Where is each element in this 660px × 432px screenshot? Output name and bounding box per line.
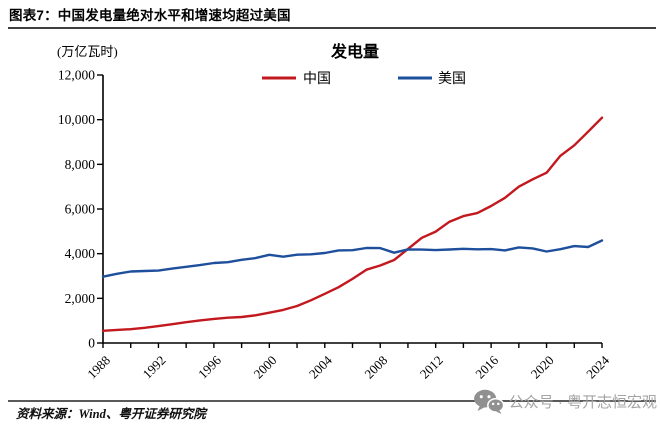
x-axis-tick-label: 1992 (140, 353, 169, 382)
legend-label: 美国 (438, 71, 466, 87)
watermark: 公众号 · 粤开志恒宏观 (473, 389, 657, 414)
x-axis-tick-label: 1996 (195, 352, 224, 381)
x-axis: 1988 1992 1996 2000 2004 2008 2012 2016 2020 2024 (84, 343, 612, 382)
wechat-icon (473, 389, 504, 414)
x-axis-tick-label: 2016 (472, 352, 501, 381)
x-axis-tick-label: 2020 (528, 353, 557, 382)
axes-spines (102, 75, 602, 344)
legend-label: 中国 (303, 71, 331, 87)
legend: 中国 美国 (262, 71, 466, 87)
legend-item-china: 中国 (262, 71, 331, 87)
x-axis-tick-label: 2012 (417, 353, 446, 382)
y-axis: 0 2,000 4,000 6,000 8,000 10,000 12,000 (58, 68, 103, 351)
y-axis-unit-label: (万亿瓦时) (57, 44, 118, 59)
x-axis-tick-label: 2004 (306, 352, 335, 381)
footer-divider (8, 400, 656, 402)
china-series-line (101, 116, 604, 332)
figure-title: 图表7：中国发电量绝对水平和增速均超过美国 (9, 8, 291, 23)
x-axis-tick-label: 1988 (84, 353, 113, 382)
x-axis-tick-label: 2000 (250, 353, 279, 382)
y-axis-tick-label: 10,000 (58, 112, 95, 127)
chart-title: 发电量 (330, 42, 379, 61)
x-axis-tick-label: 2024 (583, 352, 612, 381)
source-note: 资料来源：Wind、粤开证券研究院 (16, 407, 206, 421)
y-axis-tick-label: 4,000 (65, 246, 96, 261)
y-axis-tick-label: 6,000 (65, 202, 96, 217)
y-axis-tick-label: 12,000 (58, 68, 95, 83)
y-axis-tick-label: 2,000 (65, 291, 96, 306)
x-axis-tick-label: 2008 (361, 353, 390, 382)
header-divider (8, 27, 656, 29)
y-axis-tick-label: 0 (88, 336, 95, 351)
legend-item-us: 美国 (398, 71, 466, 87)
y-axis-tick-label: 8,000 (65, 157, 96, 172)
watermark-text: 公众号 · 粤开志恒宏观 (508, 394, 657, 411)
us-series-line (101, 239, 604, 278)
